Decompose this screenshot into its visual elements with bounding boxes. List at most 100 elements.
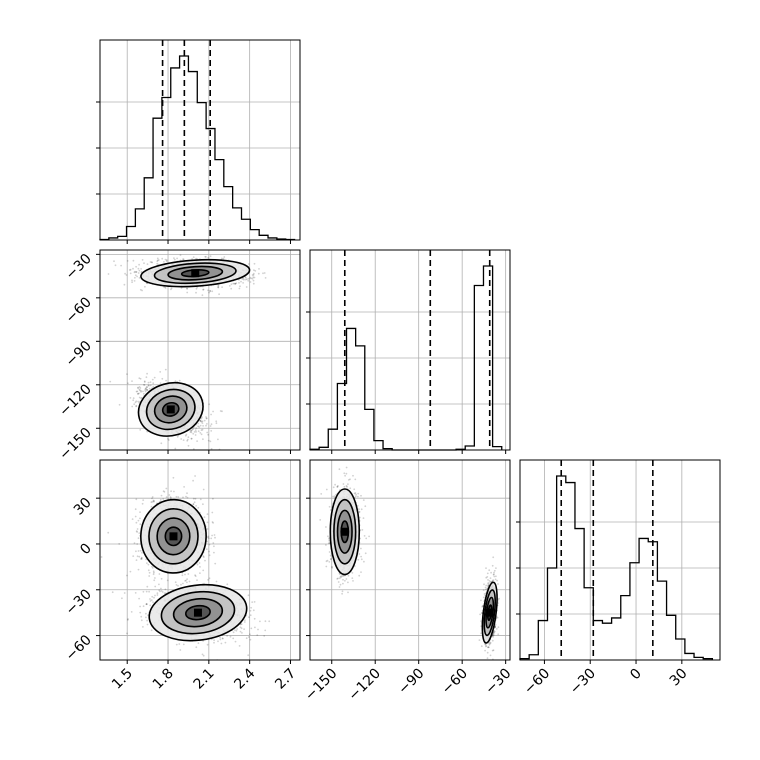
sample-point [195,431,198,433]
contour-line [160,590,236,635]
sample-point [165,496,168,498]
sample-point [139,549,142,552]
sample-point [137,568,140,571]
sample-point [243,628,246,630]
sample-point [135,271,138,273]
sample-point [134,270,137,273]
contour-line [156,517,191,556]
sample-point [144,390,147,393]
sample-point [347,483,349,485]
sample-point [162,490,165,492]
hist-series-1 [309,265,503,451]
sample-point [145,603,148,606]
sample-point [197,506,200,509]
sample-point [143,262,145,265]
sample-point [211,511,214,514]
sample-point [207,256,210,259]
sample-point [149,604,152,607]
sample-point [185,495,187,498]
sample-point [140,558,143,560]
sample-point [217,285,220,288]
sample-point [213,545,215,548]
sample-point [178,643,181,645]
sample-point [140,558,142,560]
sample-point [228,285,231,287]
sample-point [230,287,233,290]
sample-point [138,532,141,534]
joint-panel-1-2 [306,459,511,664]
sample-point [146,623,149,626]
sample-point [186,438,189,441]
sample-point [147,384,150,387]
sample-point [163,491,166,493]
sample-point [245,286,248,288]
sample-point [164,588,167,591]
sample-point [196,563,199,566]
sample-point [257,628,259,631]
sample-point [240,627,243,630]
sample-point [192,503,195,505]
sample-point [199,424,202,427]
sample-point [240,280,242,283]
contour-line [148,583,248,642]
sample-point [211,534,214,537]
sample-point [146,388,149,391]
sample-point [240,623,243,625]
sample-point [209,255,212,258]
sample-point [358,508,360,511]
sample-point [157,259,160,261]
sample-point [262,272,264,275]
sample-point [154,594,156,597]
sample-point [213,639,216,642]
sample-point [190,437,193,440]
sample-point [136,528,139,530]
sample-point [128,269,131,271]
sample-point [134,515,137,518]
hist-panel-1 [306,249,511,454]
sample-point [140,396,143,399]
sample-point [222,637,224,640]
sample-point [364,505,367,508]
contour-line [137,381,204,437]
sample-point [107,273,110,275]
contour-line [145,388,196,431]
sample-point [126,373,128,375]
sample-point [166,579,169,582]
sample-point [137,393,140,395]
sample-point [131,380,133,382]
sample-point [146,585,149,588]
sample-point [180,438,183,440]
sample-point [139,288,142,291]
sample-point [138,388,141,391]
sample-point [158,589,161,592]
sample-point [217,640,219,643]
sample-point [141,259,144,261]
sample-point [192,448,195,450]
sample-point [139,511,141,513]
sample-point [201,420,204,423]
sample-point [170,287,173,290]
sample-point [206,431,209,434]
sample-point [165,260,168,263]
sample-point [186,439,189,442]
sample-point [207,537,210,540]
sample-point [175,495,178,498]
sample-point [241,278,244,280]
sample-point [362,499,365,501]
sample-point [164,287,167,289]
sample-point [345,466,348,469]
sample-point [182,582,184,585]
sample-point [249,276,252,279]
joint-content [100,475,271,660]
contour-line [153,395,188,424]
sample-point [193,501,196,504]
sample-point [191,429,194,431]
sample-point [134,276,136,279]
sample-point [139,429,142,431]
sample-point [131,279,133,282]
sample-point [207,439,210,442]
sample-point [217,438,219,441]
sample-point [234,282,237,285]
sample-point [138,555,141,558]
sample-point [190,437,193,440]
